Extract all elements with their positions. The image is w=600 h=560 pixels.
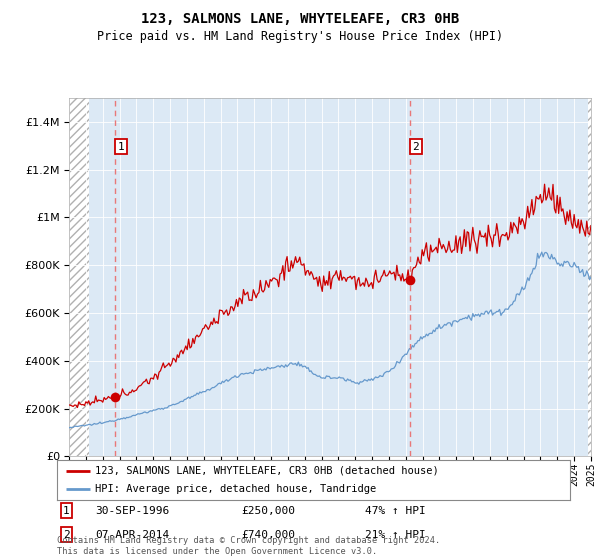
Text: £250,000: £250,000 bbox=[242, 506, 296, 516]
Text: 1: 1 bbox=[63, 506, 70, 516]
Text: 1: 1 bbox=[118, 142, 124, 152]
Text: 123, SALMONS LANE, WHYTELEAFE, CR3 0HB (detached house): 123, SALMONS LANE, WHYTELEAFE, CR3 0HB (… bbox=[95, 466, 439, 476]
Text: 30-SEP-1996: 30-SEP-1996 bbox=[95, 506, 170, 516]
Text: 07-APR-2014: 07-APR-2014 bbox=[95, 530, 170, 540]
Text: Contains HM Land Registry data © Crown copyright and database right 2024.
This d: Contains HM Land Registry data © Crown c… bbox=[57, 536, 440, 556]
Text: 2: 2 bbox=[63, 530, 70, 540]
Text: £740,000: £740,000 bbox=[242, 530, 296, 540]
Text: HPI: Average price, detached house, Tandridge: HPI: Average price, detached house, Tand… bbox=[95, 484, 377, 494]
Text: 123, SALMONS LANE, WHYTELEAFE, CR3 0HB: 123, SALMONS LANE, WHYTELEAFE, CR3 0HB bbox=[141, 12, 459, 26]
Text: 21% ↑ HPI: 21% ↑ HPI bbox=[365, 530, 425, 540]
Text: 2: 2 bbox=[412, 142, 419, 152]
Text: 47% ↑ HPI: 47% ↑ HPI bbox=[365, 506, 425, 516]
Text: Price paid vs. HM Land Registry's House Price Index (HPI): Price paid vs. HM Land Registry's House … bbox=[97, 30, 503, 43]
